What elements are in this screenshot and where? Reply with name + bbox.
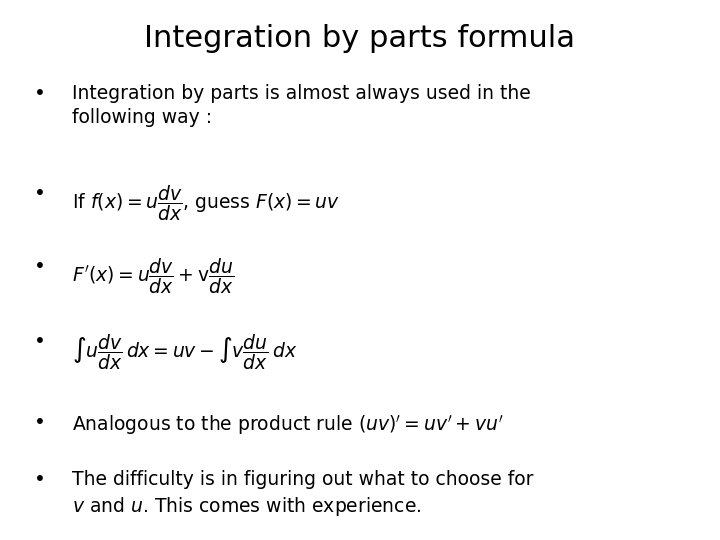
Text: •: • bbox=[34, 332, 45, 351]
Text: •: • bbox=[34, 256, 45, 275]
Text: $F'(x) = u\dfrac{dv}{dx} + \mathrm{v}\dfrac{du}{dx}$: $F'(x) = u\dfrac{dv}{dx} + \mathrm{v}\df… bbox=[72, 256, 234, 296]
Text: Analogous to the product rule $(uv)' = uv' + vu'$: Analogous to the product rule $(uv)' = u… bbox=[72, 413, 503, 437]
Text: •: • bbox=[34, 413, 45, 432]
Text: Integration by parts formula: Integration by parts formula bbox=[145, 24, 575, 53]
Text: $\int u\dfrac{dv}{dx}\,dx = uv - \int v\dfrac{du}{dx}\,dx$: $\int u\dfrac{dv}{dx}\,dx = uv - \int v\… bbox=[72, 332, 297, 372]
Text: Integration by parts is almost always used in the
following way :: Integration by parts is almost always us… bbox=[72, 84, 531, 127]
Text: •: • bbox=[34, 184, 45, 202]
Text: If $f(x) = u\dfrac{dv}{dx}$, guess $F(x) = uv$: If $f(x) = u\dfrac{dv}{dx}$, guess $F(x)… bbox=[72, 184, 340, 224]
Text: The difficulty is in figuring out what to choose for
$v$ and $u$. This comes wit: The difficulty is in figuring out what t… bbox=[72, 470, 534, 518]
Text: •: • bbox=[34, 470, 45, 489]
Text: •: • bbox=[34, 84, 45, 103]
